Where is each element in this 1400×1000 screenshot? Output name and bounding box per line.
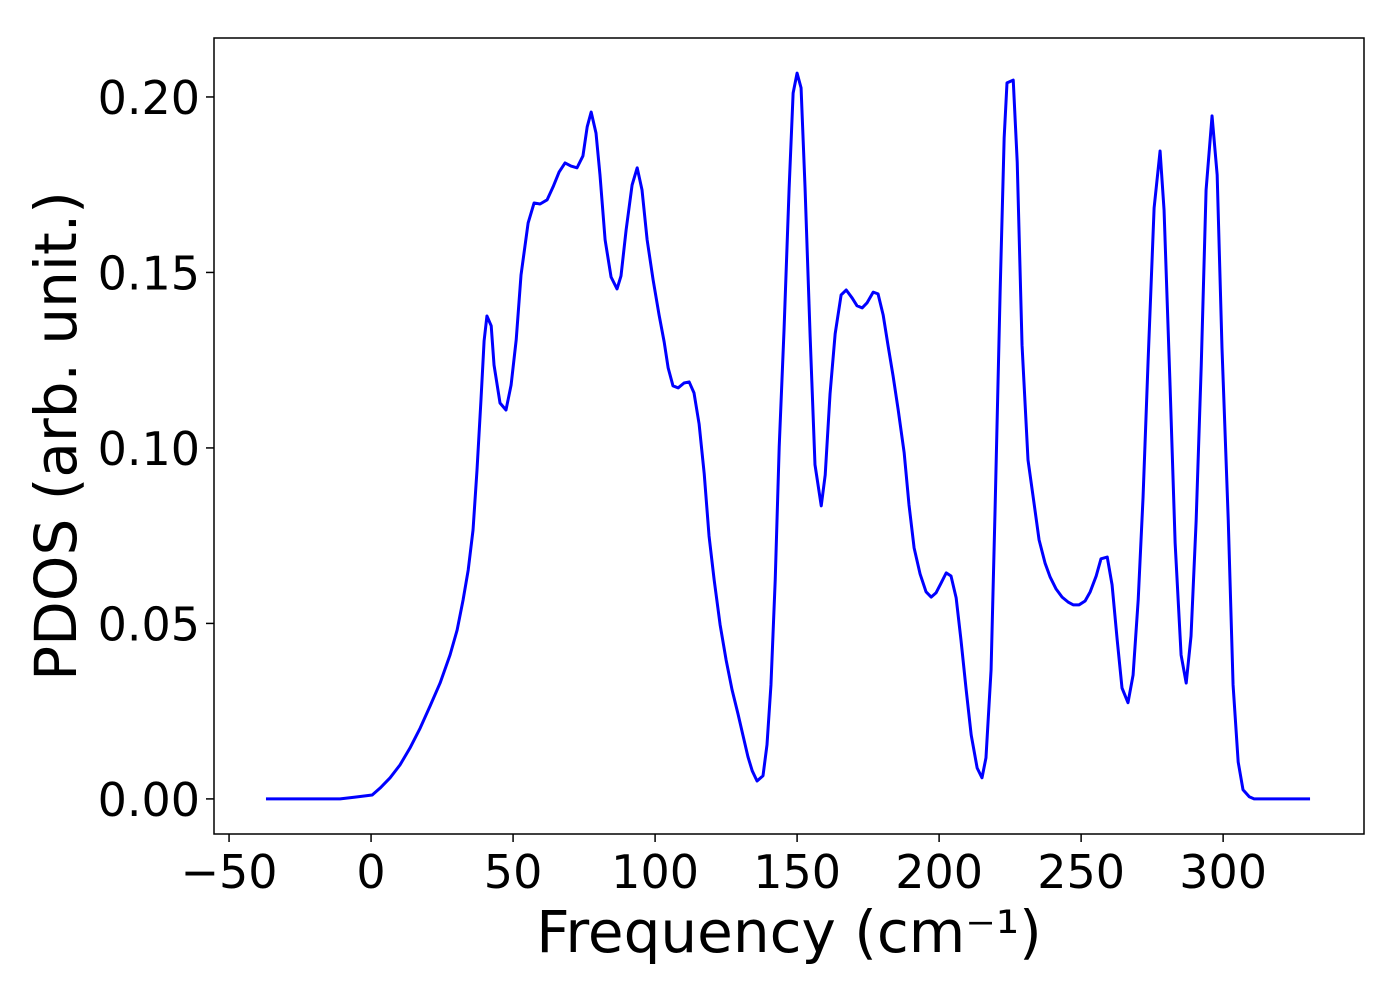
x-tick-label: 100 — [611, 845, 699, 899]
x-tick-label: 300 — [1179, 845, 1267, 899]
x-tick-label: 200 — [895, 845, 983, 899]
x-tick-label: 150 — [753, 845, 841, 899]
data-line — [265, 71, 1311, 801]
y-tick-label: 0.15 — [98, 246, 200, 300]
x-tick-label: 0 — [356, 845, 385, 899]
x-tick-label: 50 — [484, 845, 543, 899]
x-tick-label: −50 — [181, 845, 278, 899]
x-axis-label: Frequency (cm⁻¹) — [536, 898, 1042, 966]
y-tick-label: 0.05 — [98, 597, 200, 651]
y-tick-label: 0.10 — [98, 422, 200, 476]
x-tick-label: 250 — [1037, 845, 1125, 899]
y-tick-label: 0.20 — [98, 71, 200, 125]
plot-frame — [213, 37, 1365, 835]
y-axis-label: PDOS (arb. unit.) — [22, 191, 90, 681]
y-tick-label: 0.00 — [98, 773, 200, 827]
